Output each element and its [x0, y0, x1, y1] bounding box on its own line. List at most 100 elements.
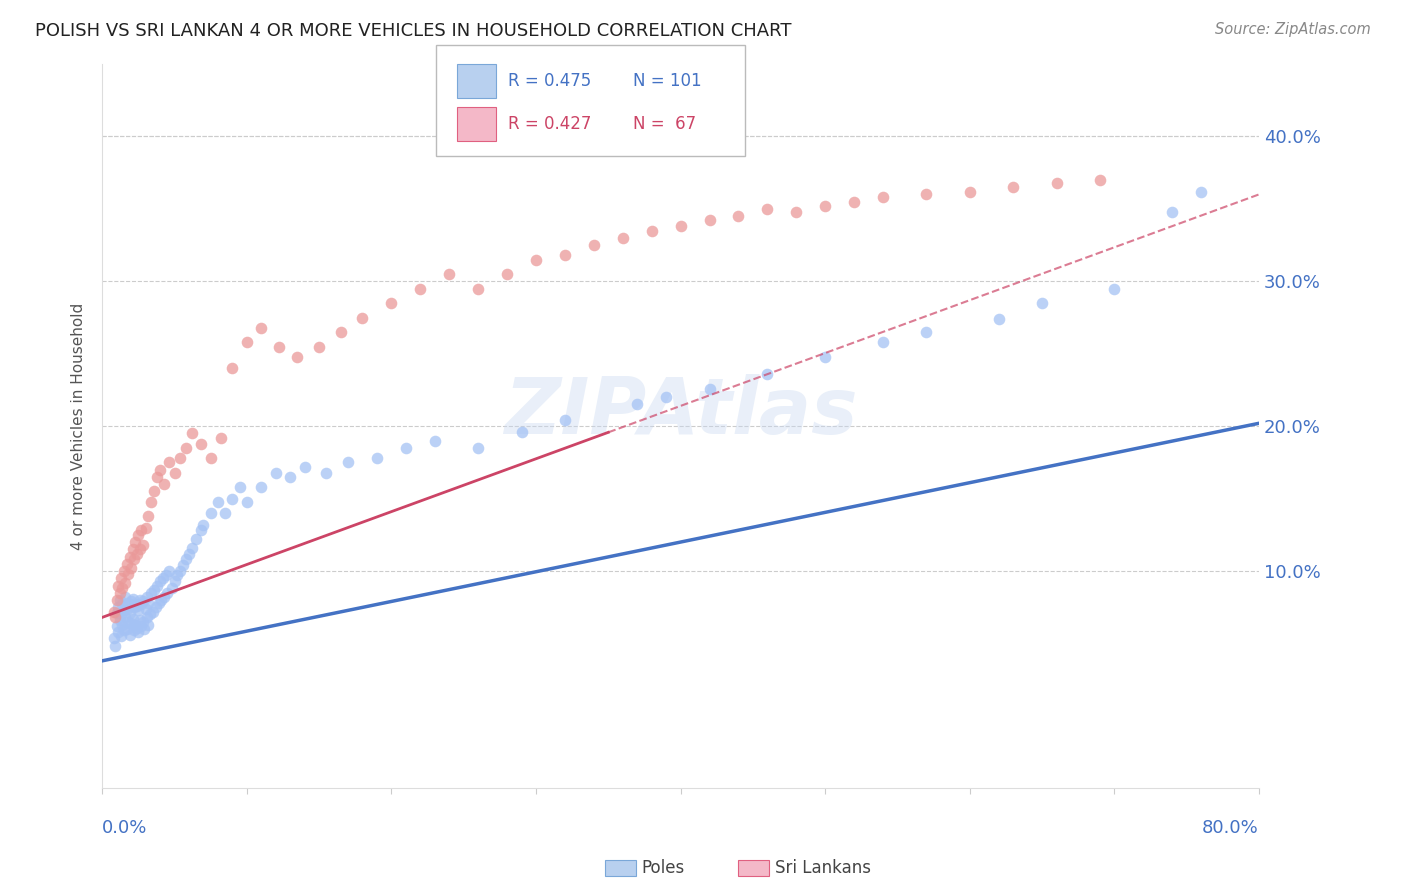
Point [139, 607, 162, 622]
Point [190, 524, 212, 538]
Point [207, 494, 229, 508]
Point [121, 612, 143, 626]
Point [640, 224, 662, 238]
Point [236, 335, 259, 350]
Point [180, 426, 202, 441]
Text: 80.0%: 80.0% [1202, 819, 1258, 837]
Point [142, 605, 165, 619]
Point [128, 593, 150, 607]
Point [104, 610, 127, 624]
Point [124, 535, 146, 549]
Point [669, 219, 692, 234]
Point [138, 617, 160, 632]
Point [124, 598, 146, 612]
Point [160, 582, 183, 596]
Point [115, 557, 138, 571]
Point [122, 552, 145, 566]
Point [756, 202, 779, 216]
Point [612, 231, 634, 245]
Point [127, 624, 149, 639]
Point [287, 350, 309, 364]
Point [128, 613, 150, 627]
Point [121, 542, 143, 557]
Point [128, 542, 150, 557]
Point [120, 561, 142, 575]
Point [626, 397, 648, 411]
Point [156, 586, 179, 600]
Point [110, 629, 132, 643]
Point [987, 312, 1010, 326]
Point [125, 599, 148, 613]
Point [105, 606, 128, 620]
Point [117, 596, 139, 610]
Point [554, 413, 576, 427]
Point [294, 459, 316, 474]
Point [655, 390, 678, 404]
Point [278, 470, 301, 484]
Point [148, 596, 170, 610]
Point [329, 325, 352, 339]
Text: R = 0.475: R = 0.475 [508, 72, 591, 90]
Point [193, 517, 215, 532]
Point [153, 477, 176, 491]
Point [409, 282, 432, 296]
Point [105, 619, 128, 633]
Point [380, 296, 402, 310]
Point [146, 470, 169, 484]
Point [174, 441, 197, 455]
Point [157, 455, 180, 469]
Point [107, 624, 129, 639]
Point [115, 622, 138, 636]
Point [104, 640, 127, 654]
Point [395, 441, 418, 455]
Point [108, 613, 131, 627]
Point [125, 547, 148, 561]
Point [228, 480, 250, 494]
Point [467, 441, 489, 455]
Point [127, 528, 149, 542]
Point [111, 617, 134, 632]
Point [111, 598, 134, 612]
Point [250, 320, 273, 334]
Point [107, 578, 129, 592]
Point [124, 617, 146, 632]
Point [138, 508, 160, 523]
Text: N =  67: N = 67 [633, 115, 696, 133]
Point [146, 578, 169, 592]
Point [200, 451, 222, 466]
Point [221, 361, 243, 376]
Point [114, 575, 136, 590]
Point [152, 571, 174, 585]
Point [524, 252, 547, 267]
Point [103, 605, 125, 619]
Y-axis label: 4 or more Vehicles in Household: 4 or more Vehicles in Household [72, 302, 86, 549]
Point [814, 350, 837, 364]
Point [169, 564, 191, 578]
Point [145, 600, 167, 615]
Point [915, 187, 938, 202]
Point [120, 594, 142, 608]
Point [136, 590, 159, 604]
Point [315, 466, 337, 480]
Point [118, 606, 141, 620]
Point [814, 199, 837, 213]
Point [122, 624, 145, 638]
Point [129, 598, 152, 612]
Point [214, 506, 236, 520]
Point [756, 367, 779, 381]
Point [114, 590, 136, 604]
Point [264, 466, 287, 480]
Point [110, 571, 132, 585]
Point [112, 624, 135, 638]
Text: N = 101: N = 101 [633, 72, 702, 90]
Point [366, 451, 388, 466]
Text: Sri Lankans: Sri Lankans [775, 859, 870, 877]
Point [141, 494, 163, 508]
Text: Source: ZipAtlas.com: Source: ZipAtlas.com [1215, 22, 1371, 37]
Text: Poles: Poles [641, 859, 685, 877]
Point [423, 434, 446, 448]
Point [180, 541, 202, 555]
Point [103, 631, 125, 645]
Point [267, 339, 290, 353]
Point [115, 601, 138, 615]
